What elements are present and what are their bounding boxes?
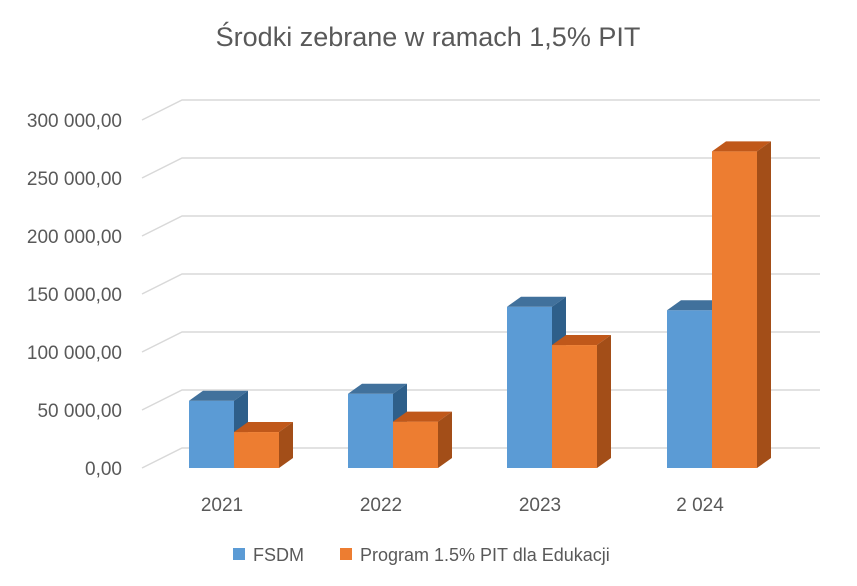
y-tick-label: 0,00	[85, 459, 122, 480]
category-label: 2 024	[676, 495, 724, 516]
bar-top	[552, 335, 611, 346]
bar-top	[348, 383, 407, 394]
bar	[234, 422, 293, 468]
bar-front	[712, 151, 757, 468]
bar-top	[507, 296, 566, 307]
category-label: 2021	[201, 495, 243, 516]
x-axis-categories: 2021 2022 2023 2 024	[201, 495, 724, 516]
y-axis-ticks: 0,00 50 000,00 100 000,00 150 000,00 200 000…	[27, 111, 122, 480]
bar-front	[552, 345, 597, 468]
legend-swatch	[233, 548, 245, 560]
y-tick-label: 100 000,00	[27, 343, 122, 364]
category-label: 2022	[360, 495, 402, 516]
bar-front	[189, 400, 234, 468]
y-tick-label: 150 000,00	[27, 285, 122, 306]
y-tick-label: 250 000,00	[27, 169, 122, 190]
bar-top	[393, 411, 452, 422]
bar-top	[712, 141, 771, 152]
bar-side	[279, 422, 293, 468]
legend-label: FSDM	[253, 545, 304, 565]
gridline	[141, 99, 820, 121]
legend-label: Program 1.5% PIT dla Edukacji	[360, 545, 610, 565]
bar	[552, 335, 611, 468]
bar-side	[757, 141, 771, 468]
bar-side	[438, 411, 452, 468]
bar-front	[507, 306, 552, 468]
bar	[393, 411, 452, 468]
bars	[189, 141, 771, 468]
bar-front	[667, 310, 712, 468]
gridline	[141, 157, 820, 179]
bar-front	[234, 432, 279, 468]
bar-side	[597, 335, 611, 468]
bar-top	[189, 390, 248, 401]
y-tick-label: 300 000,00	[27, 111, 122, 132]
gridline	[141, 273, 820, 295]
bar-top	[667, 300, 726, 311]
bar-top	[234, 422, 293, 433]
gridline	[141, 215, 820, 237]
bar	[712, 141, 771, 468]
y-tick-label: 50 000,00	[37, 401, 122, 422]
y-tick-label: 200 000,00	[27, 227, 122, 248]
category-label: 2023	[519, 495, 561, 516]
gridlines	[141, 99, 820, 469]
chart-title: Środki zebrane w ramach 1,5% PIT	[216, 20, 641, 52]
legend-swatch	[340, 548, 352, 560]
gridline	[141, 331, 820, 353]
bar-front	[348, 393, 393, 468]
bar-front	[393, 421, 438, 468]
legend: FSDM Program 1.5% PIT dla Edukacji	[233, 545, 610, 565]
